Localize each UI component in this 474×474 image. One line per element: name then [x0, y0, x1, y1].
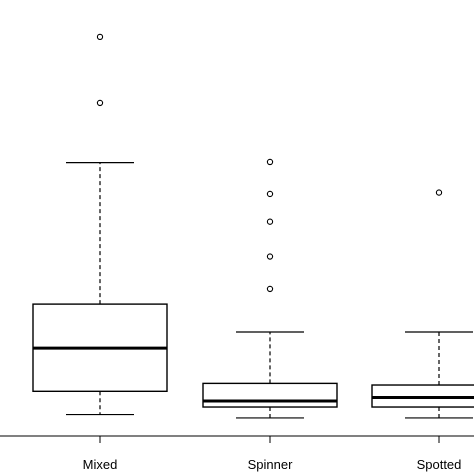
- outlier-point-spotted-1: [435, 189, 443, 196]
- outlier-point-spinner-3: [266, 218, 274, 225]
- x-tick-label-mixed: Mixed: [83, 457, 118, 472]
- x-tick-label-spinner: Spinner: [248, 457, 293, 472]
- x-tick-label-spotted: Spotted: [417, 457, 462, 472]
- box-group-mixed: [32, 33, 168, 416]
- outlier-point-mixed-2: [96, 33, 104, 41]
- box-group-spotted: [371, 189, 474, 419]
- outlier-point-spinner-5: [266, 158, 274, 166]
- outlier-point-spinner-1: [266, 285, 274, 293]
- outlier-point-spinner-4: [266, 190, 274, 198]
- outlier-point-mixed-1: [96, 99, 104, 107]
- box-group-spinner: [202, 158, 338, 419]
- outlier-point-spinner-2: [266, 253, 274, 260]
- boxes-group: [32, 33, 474, 419]
- box-spinner: [202, 382, 338, 408]
- x-ticks-group: Mixed Spinner Spotted: [83, 436, 462, 472]
